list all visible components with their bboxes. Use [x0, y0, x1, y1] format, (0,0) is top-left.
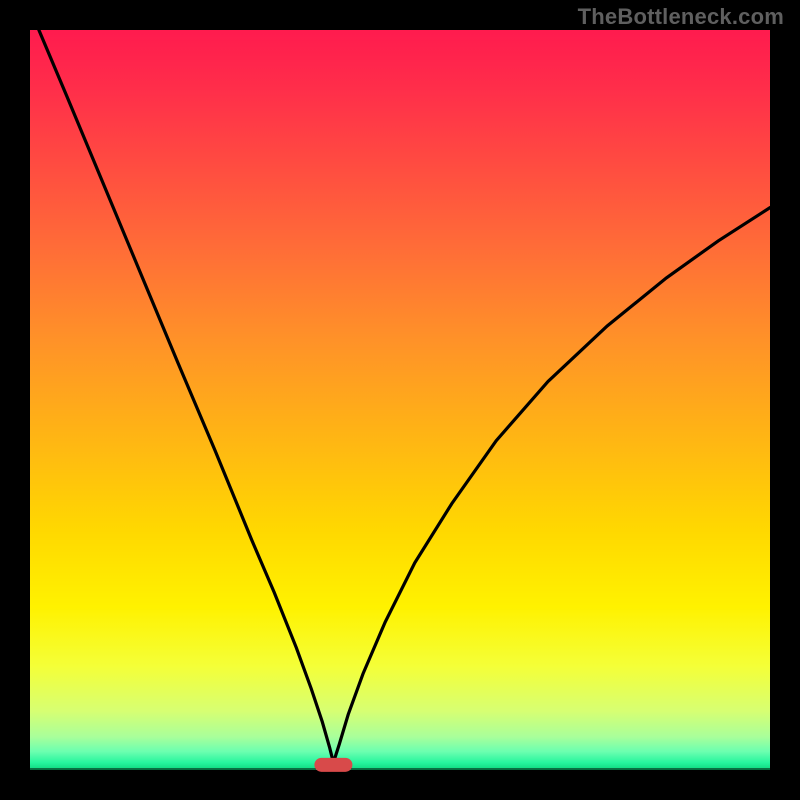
watermark-text: TheBottleneck.com — [578, 4, 784, 30]
stage: TheBottleneck.com — [0, 0, 800, 800]
plot-background — [30, 30, 770, 770]
bottleneck-marker — [314, 758, 352, 772]
chart-svg — [0, 0, 800, 800]
